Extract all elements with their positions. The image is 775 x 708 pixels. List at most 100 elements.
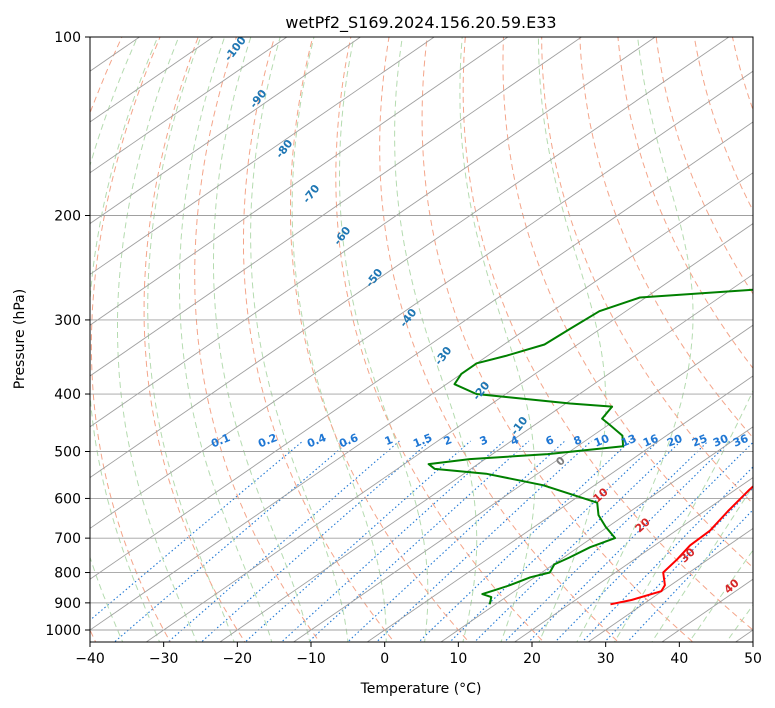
isotherm: [90, 121, 753, 580]
mixing-ratio-line: [449, 440, 659, 642]
x-tick-label: −30: [149, 651, 179, 667]
sounding-series: [427, 288, 753, 606]
dry-adiabat: [541, 37, 753, 505]
mixing-ratio-line: [280, 440, 505, 642]
mixing-ratio-line: [307, 440, 530, 642]
dry-adiabat: [764, 10, 775, 655]
mixing-ratio-line: [503, 440, 709, 642]
mixing-ratio-line: [581, 466, 753, 642]
isotherm: [90, 37, 435, 275]
mixing-ratio-label: 16: [641, 432, 660, 450]
dry-adiabat: [617, 37, 753, 370]
isotherm: [90, 172, 753, 631]
y-tick-label: 800: [54, 566, 81, 582]
moist-adiabat: [117, 37, 198, 642]
isotherm: [90, 70, 753, 529]
mixing-ratio-label: 1: [383, 433, 395, 448]
moist-adiabat: [90, 37, 138, 642]
mixing-ratio-label: 30: [711, 432, 730, 450]
isotherm: [90, 37, 509, 326]
moist-adiabat: [147, 37, 235, 642]
x-axis-label: Temperature (°C): [360, 681, 482, 697]
mixing-ratio-line: [603, 487, 753, 642]
mixing-ratio-label: 20: [665, 432, 684, 450]
moist-adiabat: [688, 549, 753, 642]
mixing-ratio-line: [626, 509, 753, 642]
dry-adiabat: [290, 37, 470, 642]
moist-adiabat: [90, 37, 161, 642]
moist-adiabat: [291, 37, 387, 642]
isotherm: [440, 426, 753, 642]
y-tick-label: 200: [54, 209, 81, 225]
x-axis-ticks: −40 −30 −20 −10 0 10 20 30 40 50: [75, 642, 762, 667]
x-tick-label: 30: [597, 651, 615, 667]
y-tick-label: 500: [54, 444, 81, 460]
mixing-ratio-line: [244, 440, 471, 642]
temperature-profile: [610, 485, 753, 606]
y-tick-label: 400: [54, 387, 81, 403]
moist-adiabat: [179, 37, 273, 642]
isotherm: [90, 37, 362, 225]
x-tick-label: 20: [523, 651, 541, 667]
moist-adiabat: [754, 37, 775, 655]
mixing-ratio-line: [90, 440, 304, 621]
y-tick-label: 900: [54, 596, 81, 612]
isotherm: [90, 37, 583, 377]
dry-adiabat: [194, 37, 321, 642]
isotherm: [90, 37, 214, 123]
isotherm: [145, 223, 753, 642]
x-tick-label: 0: [380, 651, 389, 667]
x-tick-label: 40: [670, 651, 688, 667]
dry-adiabat: [502, 37, 753, 569]
x-tick-label: −20: [223, 651, 253, 667]
moist-adiabat: [651, 485, 753, 642]
x-tick-label: −40: [75, 651, 105, 667]
dry-adiabat: [421, 37, 694, 642]
x-tick-label: 50: [744, 651, 762, 667]
isotherm: [90, 37, 730, 479]
x-tick-label: 10: [449, 651, 467, 667]
y-axis-label: Pressure (hPa): [12, 289, 28, 389]
mixing-ratio-label: 13: [619, 432, 638, 450]
y-tick-label: 100: [54, 30, 81, 46]
isobar-grid: [90, 37, 753, 631]
y-tick-label: 1000: [45, 623, 81, 639]
y-axis-ticks: 100 200 300 400 500 600 700 800 900 1000: [45, 30, 90, 639]
dry-adiabat: [243, 37, 395, 642]
dry-adiabat: [335, 37, 545, 642]
dry-adiabat: [655, 37, 753, 295]
isotherm: [90, 37, 656, 428]
mixing-ratio-label: 3: [478, 433, 490, 448]
mixing-ratio-line: [200, 440, 431, 642]
mixing-ratio-lines: [90, 440, 753, 642]
mixing-ratio-line: [473, 440, 682, 642]
moist-adiabat: [725, 604, 753, 642]
dry-adiabat: [579, 37, 753, 439]
x-tick-label: −10: [296, 651, 326, 667]
isotherm: [366, 375, 753, 642]
moist-adiabat: [338, 37, 429, 642]
dewpoint-profile: [427, 288, 753, 605]
y-tick-label: 700: [54, 531, 81, 547]
mixing-ratio-line: [346, 440, 566, 642]
mixing-ratio-label: 8: [572, 433, 584, 448]
mixing-ratio-label: 36: [731, 432, 750, 450]
mixing-ratio-label: 10: [592, 432, 611, 450]
dry-adiabats: [0, 10, 775, 655]
dry-adiabat: [379, 37, 619, 642]
mixing-ratio-label: 25: [690, 432, 709, 450]
y-tick-label: 600: [54, 491, 81, 507]
plot-frame: [89, 36, 754, 643]
isotherm: [292, 324, 753, 642]
moist-adiabat: [394, 37, 478, 642]
dry-adiabat: [143, 37, 246, 642]
chart-title: wetPf2_S169.2024.156.20.59.E33: [285, 13, 556, 33]
mixing-ratio-line: [554, 441, 753, 642]
y-tick-label: 300: [54, 313, 81, 329]
isotherm: [90, 37, 288, 174]
isotherm: [513, 477, 753, 642]
dry-adiabat: [462, 37, 753, 631]
isotherm-grid: [90, 37, 753, 642]
dry-adiabat: [0, 10, 61, 655]
